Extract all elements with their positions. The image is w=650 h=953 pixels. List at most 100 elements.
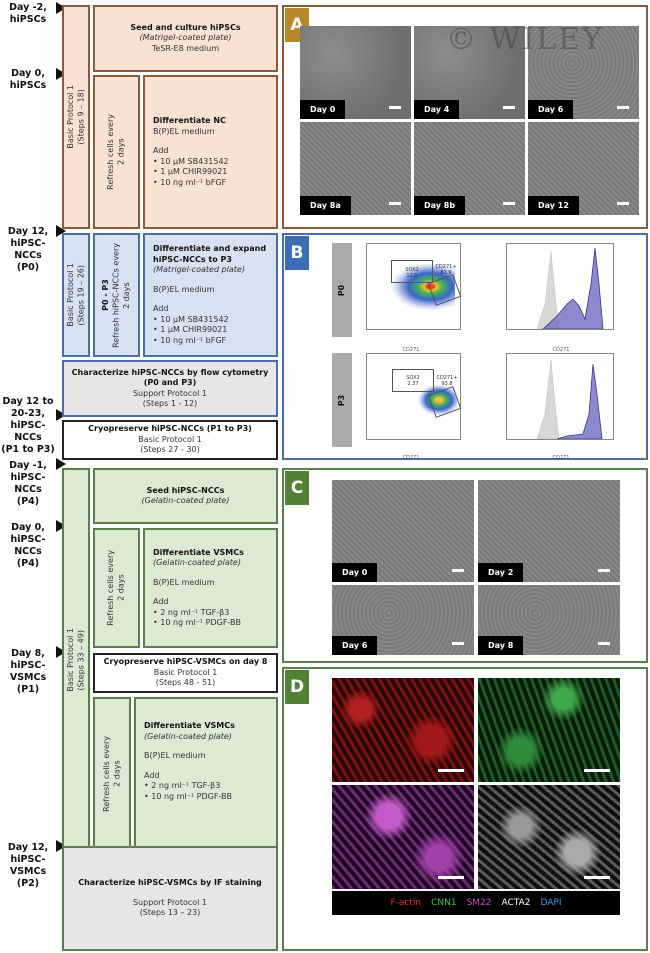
seed-hipscs-box: Seed and culture hiPSCs (Matrigel-coated… <box>93 5 278 72</box>
seed-nccs-box: Seed hiPSC-NCCs (Gelatin-coated plate) <box>93 468 278 524</box>
gate-name: CD271+ <box>436 375 458 381</box>
legend-dapi: DAPI <box>540 898 562 908</box>
gate-value: 81.9 <box>440 270 452 276</box>
marker-text: Day 12, <box>7 842 49 853</box>
histogram-curves <box>536 247 604 330</box>
histogram-p0 <box>506 243 614 330</box>
if-image-f-actin <box>332 678 474 782</box>
protocol-steps: (Steps 19 – 26) <box>76 264 85 326</box>
box-title: Characterize hiPSC-NCCs by flow cytometr… <box>71 367 269 377</box>
box-title: Seed and culture hiPSCs <box>130 22 241 32</box>
refresh-label: P0 - P3 Refresh hiPSC-NCCs every 2 days <box>101 243 133 348</box>
box-title: (P0 and P3) <box>143 378 197 387</box>
scale-bar <box>438 769 464 772</box>
image-label: Day 4 <box>414 100 460 119</box>
medium: B(P)EL medium <box>153 577 215 587</box>
medium: B(P)EL medium <box>153 126 215 136</box>
supplement-item: • 10 µM SB431542 <box>153 156 229 166</box>
stage2-refresh-box: P0 - P3 Refresh hiPSC-NCCs every 2 days <box>93 233 140 357</box>
medium: TeSR-E8 medium <box>151 43 220 53</box>
refresh-text: 2 days <box>121 281 131 309</box>
image-label: Day 8a <box>300 196 351 215</box>
scale-bar <box>584 769 610 772</box>
watermark: © WILEY <box>446 22 604 57</box>
refresh-label: Refresh cells every 2 days <box>102 736 123 812</box>
plate-type: (Matrigel-coated plate) <box>153 265 245 274</box>
scale-bar <box>452 642 464 645</box>
protocol-steps: (Steps 33 – 49) <box>76 629 85 690</box>
supplement-item: • 1 µM CHIR99021 <box>153 167 228 176</box>
marker-text: (P0) <box>16 262 40 273</box>
scale-bar <box>452 569 464 572</box>
protocol-steps: (Steps 9 – 18) <box>76 89 85 145</box>
legend-cnn1: CNN1 <box>431 898 457 908</box>
plate-type: (Gelatin-coated plate) <box>153 558 241 567</box>
characterize-if-box: Characterize hiPSC-VSMCs by IF staining … <box>62 846 278 951</box>
refresh-text: Refresh hiPSC-NCCs every <box>111 242 121 348</box>
marker-text: (P2) <box>16 878 40 889</box>
density-cloud <box>417 384 457 416</box>
medium: B(P)EL medium <box>153 284 215 294</box>
arrow-icon <box>56 840 66 852</box>
histogram-curves <box>536 359 603 440</box>
stage1-protocol-label: Basic Protocol 1 (Steps 9 – 18) <box>66 85 87 149</box>
legend-acta2: ACTA2 <box>501 898 531 908</box>
plate-type: (Gelatin-coated plate) <box>144 731 232 741</box>
protocol-name: Basic Protocol 1 <box>65 263 75 327</box>
micrograph-day6: Day 6 <box>528 26 639 119</box>
micrograph-day8a: Day 8a <box>300 122 411 215</box>
arrow-icon <box>56 520 66 532</box>
panel-a: A Day 0 Day 4 Day 6 Day 8a Day 8b Day 12 <box>282 5 648 229</box>
scatter-plot-p0: SOX2 12.0 CD271+ 81.9 <box>366 243 462 330</box>
marker-text: Day 0, <box>11 68 45 79</box>
micrograph-day8b: Day 8b <box>414 122 525 215</box>
panel-b: B P0 SOX2 12.0 CD271+ 81.9 CD271 CD271 P3 … <box>282 233 648 461</box>
differentiate-vsmcs-box-2: Differentiate VSMCs (Gelatin-coated plat… <box>134 697 278 851</box>
supplement-item: • 1 µM CHIR99021 <box>153 325 228 334</box>
scale-bar <box>438 876 464 879</box>
scale-bar <box>389 106 401 109</box>
image-label: Day 8b <box>414 196 466 215</box>
protocol-steps: (Steps 27 - 30) <box>140 445 200 455</box>
protocol-name: Support Protocol 1 <box>132 897 208 907</box>
box-title: Differentiate and expand <box>153 244 267 253</box>
stage3-refresh1-box: Refresh cells every 2 days <box>93 528 140 648</box>
differentiate-nc-box: Differentiate NC B(P)EL medium Add • 10 … <box>143 75 278 229</box>
box-title: Differentiate NC <box>153 116 226 125</box>
arrow-icon <box>56 646 66 658</box>
if-image-cnn1 <box>478 678 620 782</box>
panel-d: D F-actin CNN1 SM22 ACTA2 DAPI <box>282 667 648 951</box>
marker-text: hiPSC-NCCs <box>10 420 46 443</box>
panel-c: C Day 0 Day 2 Day 6 Day 8 <box>282 468 648 663</box>
scale-bar <box>584 876 610 879</box>
supplement-item: • 2 ng ml⁻¹ TGF-β3 <box>153 607 230 617</box>
marker-text: hiPSC-NCCs <box>10 472 46 495</box>
add-label: Add <box>153 597 169 606</box>
supplement-item: • 10 ng ml⁻¹ PDGF-BB <box>144 791 233 801</box>
refresh-text: 2 days <box>116 138 126 166</box>
image-label: Day 6 <box>332 636 378 655</box>
box-title: Characterize hiPSC-VSMCs by IF staining <box>78 878 262 888</box>
box-title: Differentiate VSMCs <box>144 721 235 730</box>
gate-name: SOX2 <box>405 267 419 273</box>
image-label: Day 6 <box>528 100 574 119</box>
micrograph-day2: Day 2 <box>478 480 620 582</box>
legend-f-actin: F-actin <box>390 898 422 908</box>
refresh-text: Refresh cells every <box>106 550 115 626</box>
gate-sox2 <box>391 260 433 283</box>
density-cloud <box>385 264 455 314</box>
marker-text: hiPSC-VSMCs <box>9 660 47 683</box>
stage1-protocol-box: Basic Protocol 1 (Steps 9 – 18) <box>62 5 90 229</box>
plate-type: (Gelatin-coated plate) <box>141 496 230 505</box>
box-title: Cryopreserve hiPSC-NCCs (P1 to P3) <box>88 424 252 434</box>
micrograph-day6: Day 6 <box>332 585 474 655</box>
scale-bar <box>617 106 629 109</box>
supplement-item: • 10 ng ml⁻¹ PDGF-BB <box>153 618 242 627</box>
scale-bar <box>598 569 610 572</box>
marker-text: (P4) <box>16 496 40 507</box>
differentiate-vsmcs-box-1: Differentiate VSMCs (Gelatin-coated plat… <box>143 528 278 648</box>
gate-value: 93.8 <box>441 381 453 387</box>
cryopreserve-vsmcs-box: Cryopreserve hiPSC-VSMCs on day 8 Basic … <box>93 653 278 693</box>
scale-bar <box>617 202 629 205</box>
image-label: Day 8 <box>478 636 524 655</box>
